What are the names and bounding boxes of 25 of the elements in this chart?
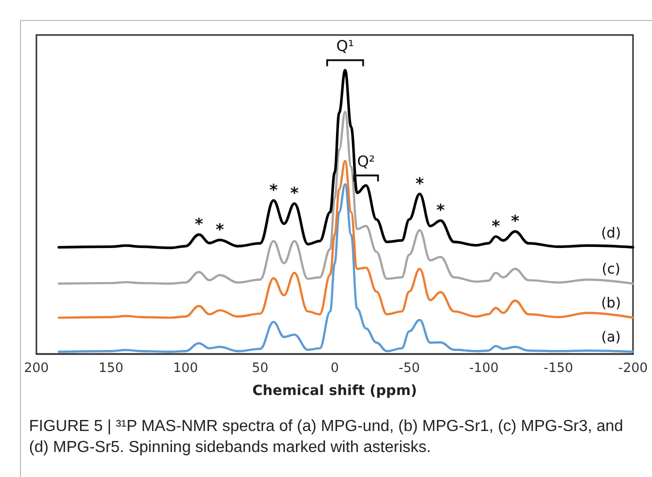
series-label: (d) bbox=[601, 225, 621, 242]
x-tick-label: 0 bbox=[330, 361, 339, 376]
x-tick-label: 100 bbox=[173, 361, 198, 376]
caption: FIGURE 5 | ³¹P MAS-NMR spectra of (a) MPG-und, (b) MPG-Sr1, (c) MPG-Sr3, and (d) MPG-Sr5. Spinning sidebands marked with asterisks. bbox=[29, 417, 624, 458]
x-tick-label: 50 bbox=[252, 361, 268, 376]
x-axis-title: Chemical shift (ppm) bbox=[252, 383, 418, 399]
x-tick-label: -50 bbox=[398, 361, 420, 376]
x-tick-label: 200 bbox=[24, 361, 49, 376]
x-tick-label: 150 bbox=[98, 361, 124, 376]
x-tick-label: -100 bbox=[469, 361, 499, 376]
annotation: * bbox=[290, 184, 300, 203]
annotation: * bbox=[436, 200, 446, 220]
annotation: * bbox=[269, 180, 278, 200]
series-label: (a) bbox=[601, 330, 621, 346]
series-label: (b) bbox=[601, 296, 621, 312]
annotation: Q² bbox=[357, 152, 375, 170]
x-tick-label: -200 bbox=[618, 361, 648, 376]
annotation: Q¹ bbox=[336, 37, 354, 56]
annotation: * bbox=[510, 211, 520, 230]
annotation: * bbox=[416, 174, 425, 193]
series-label: (c) bbox=[602, 262, 620, 278]
annotation: * bbox=[216, 220, 225, 239]
x-tick-label: -150 bbox=[544, 361, 574, 376]
annotation: * bbox=[194, 214, 204, 234]
annotation: * bbox=[492, 216, 501, 236]
